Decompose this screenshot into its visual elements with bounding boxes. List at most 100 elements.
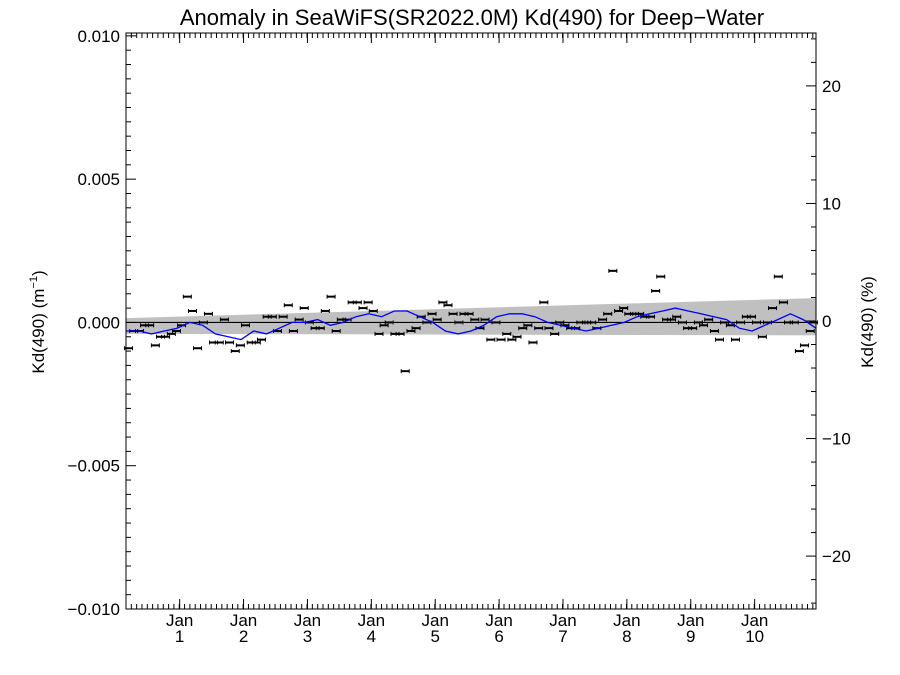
- data-point: [773, 274, 783, 279]
- chart-title: Anomaly in SeaWiFS(SR2022.0M) Kd(490) fo…: [180, 5, 764, 30]
- y-tick-label: 0.010: [77, 27, 120, 46]
- y-right-tick-label: −10: [822, 430, 851, 449]
- data-point: [736, 320, 746, 325]
- data-point: [203, 311, 213, 316]
- data-point: [331, 329, 341, 334]
- x-tick-label-month: Jan: [485, 611, 512, 630]
- data-point: [368, 308, 378, 313]
- data-point: [454, 320, 464, 325]
- y-tick-label: 0.005: [77, 170, 120, 189]
- data-point: [693, 320, 703, 325]
- y-axis-label-right: Kd(490) (%): [858, 276, 877, 368]
- data-point: [656, 274, 666, 279]
- data-point: [432, 317, 442, 322]
- data-point: [677, 320, 687, 325]
- data-point: [709, 329, 719, 334]
- data-point: [443, 303, 453, 308]
- data-point: [315, 326, 325, 331]
- data-point: [288, 329, 298, 334]
- data-point: [427, 311, 437, 316]
- data-point: [672, 314, 682, 319]
- data-point: [544, 326, 554, 331]
- x-tick-label-month: Jan: [294, 611, 321, 630]
- y-right-tick-label: −20: [822, 547, 851, 566]
- x-tick-label-year: 9: [686, 627, 695, 646]
- data-point: [230, 349, 240, 354]
- data-point: [352, 300, 362, 305]
- data-point: [502, 331, 512, 336]
- x-tick-label-month: Jan: [422, 611, 449, 630]
- data-point: [283, 303, 293, 308]
- data-point: [805, 329, 815, 334]
- data-point: [193, 346, 203, 351]
- x-tick-label-year: 1: [175, 627, 184, 646]
- x-tick-label-month: Jan: [677, 611, 704, 630]
- x-tick-label-year: 10: [745, 627, 764, 646]
- data-point: [507, 337, 517, 342]
- data-point: [768, 306, 778, 311]
- data-point: [411, 326, 421, 331]
- data-point: [214, 340, 224, 345]
- data-point: [187, 308, 197, 313]
- data-point: [438, 300, 448, 305]
- data-point: [225, 340, 234, 345]
- data-point: [651, 288, 661, 293]
- data-point: [294, 317, 304, 322]
- data-point: [496, 337, 506, 342]
- data-point: [182, 294, 192, 299]
- x-tick-label-year: 3: [303, 627, 312, 646]
- data-point: [267, 314, 277, 319]
- data-point: [523, 323, 533, 328]
- data-point: [464, 311, 474, 316]
- x-tick-label-month: Jan: [230, 611, 257, 630]
- x-tick-label-month: Jan: [741, 611, 768, 630]
- data-point: [235, 343, 245, 348]
- uncertainty-band: [126, 298, 816, 336]
- data-point: [379, 323, 389, 328]
- data-point: [688, 326, 698, 331]
- x-tick-label-month: Jan: [166, 611, 193, 630]
- y-tick-label: −0.005: [68, 457, 120, 476]
- data-point: [363, 300, 373, 305]
- x-tick-label-year: 5: [430, 627, 439, 646]
- data-point: [789, 320, 799, 325]
- data-point: [145, 323, 155, 328]
- y-tick-label: −0.010: [68, 600, 120, 619]
- data-point: [528, 340, 538, 345]
- data-point: [746, 314, 756, 319]
- data-point: [667, 317, 677, 322]
- data-point: [757, 334, 767, 339]
- data-point: [480, 317, 490, 322]
- data-point: [320, 308, 330, 313]
- data-point: [256, 337, 266, 342]
- data-point: [326, 294, 336, 299]
- y-right-tick-label: 10: [822, 194, 841, 213]
- data-point: [704, 317, 714, 322]
- data-point: [800, 343, 809, 348]
- data-point: [448, 311, 458, 316]
- data-point: [400, 369, 410, 374]
- data-point: [278, 314, 288, 319]
- data-point: [608, 268, 618, 273]
- data-point: [619, 306, 629, 311]
- data-point: [384, 320, 394, 325]
- running-mean-line: [126, 307, 817, 341]
- x-tick-label-year: 6: [494, 627, 503, 646]
- data-point: [219, 317, 229, 322]
- data-point: [470, 317, 480, 322]
- x-tick-label-year: 7: [558, 627, 567, 646]
- y-axis-label-left-sup: −1: [28, 276, 40, 289]
- y-tick-label: 0.000: [77, 313, 120, 332]
- data-point: [646, 314, 656, 319]
- data-point: [534, 326, 544, 331]
- data-point: [240, 323, 250, 328]
- data-point: [587, 320, 597, 325]
- data-point: [603, 311, 613, 316]
- x-tick-label-month: Jan: [549, 611, 576, 630]
- data-point: [539, 300, 549, 305]
- data-point: [486, 337, 496, 342]
- y-right-tick-label: 0: [822, 312, 831, 331]
- data-point: [166, 331, 176, 336]
- x-tick-label-year: 2: [239, 627, 248, 646]
- data-point: [794, 349, 804, 354]
